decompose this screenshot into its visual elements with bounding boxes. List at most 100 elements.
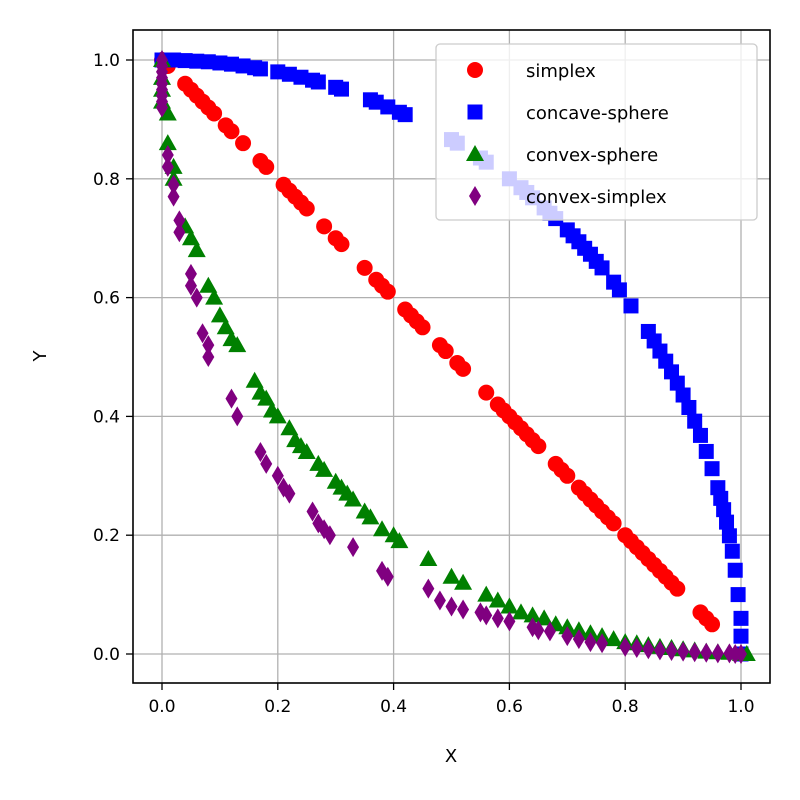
- data-point: [724, 543, 740, 559]
- data-point: [704, 461, 720, 477]
- x-axis-label: X: [445, 746, 457, 767]
- y-tick-label: 0.4: [93, 407, 120, 427]
- data-point: [503, 611, 516, 632]
- x-tick-label: 0.6: [496, 697, 523, 717]
- data-point: [561, 626, 574, 647]
- data-point: [422, 578, 435, 599]
- x-tick-label: 0.2: [264, 697, 291, 717]
- data-point: [212, 55, 228, 71]
- x-tick-label: 0.8: [612, 697, 639, 717]
- data-point: [189, 53, 205, 69]
- data-point: [202, 347, 215, 367]
- data-point: [210, 306, 229, 323]
- data-point: [530, 438, 547, 455]
- data-point: [316, 218, 333, 235]
- data-point: [419, 549, 438, 566]
- legend-item-simplex: simplex: [467, 61, 596, 82]
- data-point: [187, 241, 206, 258]
- data-point: [245, 371, 264, 388]
- data-point: [733, 628, 749, 644]
- data-point: [665, 641, 678, 662]
- data-point: [559, 467, 576, 484]
- data-point: [199, 276, 218, 293]
- data-point: [297, 443, 316, 460]
- data-point: [594, 260, 610, 276]
- data-point: [356, 259, 373, 276]
- data-point: [437, 343, 454, 360]
- data-point: [454, 573, 473, 590]
- data-point: [184, 275, 197, 296]
- data-point: [572, 629, 585, 650]
- series-convex-simplex: [156, 50, 747, 664]
- legend-item-concave-sphere: concave-sphere: [467, 103, 669, 124]
- series-concave-sphere: [154, 52, 749, 662]
- data-point: [380, 99, 396, 115]
- data-point: [333, 236, 350, 253]
- data-point: [733, 610, 749, 626]
- data-point: [669, 375, 685, 391]
- data-point: [223, 123, 240, 140]
- x-tick-label: 0.0: [148, 697, 175, 717]
- data-point: [361, 508, 380, 525]
- legend-label: convex-sphere: [526, 145, 658, 166]
- legend-item-convex-simplex: convex-simplex: [469, 186, 667, 208]
- data-point: [379, 283, 396, 300]
- data-point: [698, 443, 714, 459]
- data-point: [719, 514, 735, 530]
- data-point: [173, 222, 186, 243]
- data-point: [669, 580, 686, 597]
- data-point: [344, 490, 363, 507]
- data-point: [200, 54, 216, 70]
- data-point: [511, 603, 530, 620]
- axis-ticks: 0.0 0.2 0.4 0.6 0.8 1.0 0.0 0.2 0.4 0.6 0.8 1.0: [93, 51, 755, 717]
- legend-label: convex-simplex: [526, 187, 667, 208]
- data-point: [225, 388, 238, 409]
- data-point: [716, 502, 732, 518]
- data-point: [202, 335, 215, 356]
- data-point: [235, 58, 251, 74]
- data-point: [619, 636, 632, 657]
- data-point: [156, 97, 168, 118]
- data-point: [216, 318, 235, 335]
- data-point: [478, 384, 495, 401]
- data-point: [692, 427, 708, 443]
- data-point: [184, 263, 197, 284]
- legend-item-convex-sphere: convex-sphere: [466, 145, 658, 166]
- data-point: [181, 229, 200, 246]
- y-tick-label: 0.0: [93, 645, 120, 665]
- data-point: [257, 389, 276, 406]
- data-point: [190, 287, 203, 308]
- data-point: [315, 460, 334, 477]
- data-point: [688, 642, 701, 663]
- data-point: [687, 413, 703, 429]
- data-point: [177, 53, 193, 69]
- data-point: [704, 616, 721, 633]
- circle-marker-icon: [467, 62, 483, 78]
- data-point: [381, 566, 394, 587]
- data-point: [735, 644, 747, 664]
- data-point: [727, 562, 743, 578]
- data-point: [675, 387, 691, 403]
- data-point: [596, 633, 609, 654]
- data-point: [260, 453, 273, 474]
- data-point: [368, 94, 384, 110]
- data-point: [333, 81, 349, 97]
- y-axis-label: Y: [30, 350, 51, 363]
- data-point: [543, 621, 556, 642]
- data-point: [455, 360, 472, 377]
- data-point: [252, 61, 268, 77]
- legend: simplex concave-sphere convex-sphere convex…: [435, 43, 758, 221]
- data-point: [271, 465, 284, 486]
- data-point: [611, 282, 627, 298]
- data-point: [196, 323, 209, 344]
- data-point: [347, 537, 360, 558]
- data-point: [298, 200, 315, 217]
- data-point: [457, 599, 470, 620]
- data-point: [445, 596, 458, 617]
- data-point: [306, 501, 319, 522]
- data-point: [433, 590, 446, 611]
- data-point: [523, 606, 542, 623]
- legend-label: concave-sphere: [526, 103, 669, 124]
- y-tick-label: 0.8: [93, 170, 120, 190]
- data-point: [700, 642, 713, 663]
